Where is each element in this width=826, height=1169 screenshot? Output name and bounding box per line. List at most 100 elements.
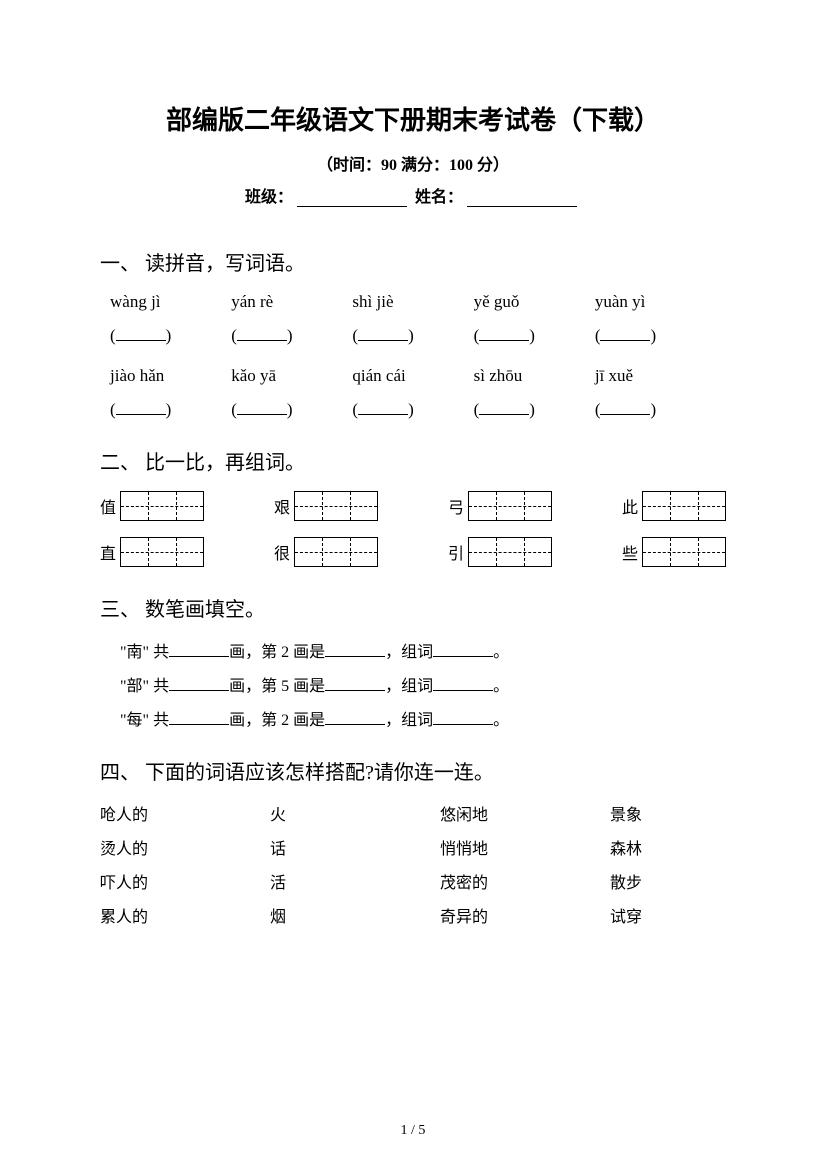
stroke-blank[interactable] bbox=[169, 676, 229, 691]
stroke-blank[interactable] bbox=[169, 710, 229, 725]
match-item: 火 bbox=[270, 801, 440, 825]
match-item: 茂密的 bbox=[440, 869, 610, 893]
char-cell: 此 bbox=[622, 491, 726, 521]
answer-blank[interactable]: () bbox=[595, 326, 716, 346]
stroke-text: 画，第 5 画是 bbox=[229, 678, 325, 695]
match-item: 奇异的 bbox=[440, 903, 610, 927]
char-cell: 直 bbox=[100, 537, 204, 567]
stroke-text: 画，第 2 画是 bbox=[229, 644, 325, 661]
section1-heading: 一、 读拼音，写词语。 bbox=[100, 247, 726, 276]
pinyin-row-1: wàng jì yán rè shì jiè yě guǒ yuàn yì bbox=[110, 292, 716, 312]
char-cell: 很 bbox=[274, 537, 378, 567]
match-item: 呛人的 bbox=[100, 801, 270, 825]
page: 部编版二年级语文下册期末考试卷（下载） （时间：90 满分：100 分） 班级：… bbox=[0, 0, 826, 1169]
stroke-blank[interactable] bbox=[325, 676, 385, 691]
stroke-blank[interactable] bbox=[433, 676, 493, 691]
answer-blank[interactable]: () bbox=[110, 326, 231, 346]
write-box[interactable] bbox=[294, 491, 378, 521]
pinyin-row-2: jiào hǎn kǎo yā qián cái sì zhōu jī xuě bbox=[110, 366, 716, 386]
char-label: 很 bbox=[274, 540, 290, 564]
char-label: 些 bbox=[622, 540, 638, 564]
pinyin-item: sì zhōu bbox=[474, 366, 595, 386]
pinyin-item: yě guǒ bbox=[474, 292, 595, 312]
match-item: 试穿 bbox=[610, 903, 726, 927]
match-item: 吓人的 bbox=[100, 869, 270, 893]
match-item: 悄悄地 bbox=[440, 835, 610, 859]
pinyin-item: yán rè bbox=[231, 292, 352, 312]
char-label: 直 bbox=[100, 540, 116, 564]
stroke-char: 南 bbox=[127, 644, 143, 661]
stroke-line: "部" 共画，第 5 画是，组词。 bbox=[120, 672, 726, 696]
pinyin-item: wàng jì bbox=[110, 292, 231, 312]
pinyin-item: yuàn yì bbox=[595, 292, 716, 312]
write-box[interactable] bbox=[468, 537, 552, 567]
section3-heading: 三、 数笔画填空。 bbox=[100, 593, 726, 622]
stroke-blank[interactable] bbox=[325, 642, 385, 657]
stroke-char: 每 bbox=[127, 712, 143, 729]
page-number: 1 / 5 bbox=[0, 1123, 826, 1139]
char-label: 值 bbox=[100, 494, 116, 518]
answer-blank[interactable]: () bbox=[231, 400, 352, 420]
char-cell: 值 bbox=[100, 491, 204, 521]
stroke-text: 画，第 2 画是 bbox=[229, 712, 325, 729]
match-item: 话 bbox=[270, 835, 440, 859]
stroke-blank[interactable] bbox=[169, 642, 229, 657]
write-box[interactable] bbox=[120, 491, 204, 521]
stroke-char: 部 bbox=[127, 678, 143, 695]
answer-blank[interactable]: () bbox=[474, 400, 595, 420]
write-box[interactable] bbox=[642, 537, 726, 567]
char-cell: 引 bbox=[448, 537, 552, 567]
stroke-line: "南" 共画，第 2 画是，组词。 bbox=[120, 638, 726, 662]
match-item: 悠闲地 bbox=[440, 801, 610, 825]
write-box[interactable] bbox=[642, 491, 726, 521]
answer-blank[interactable]: () bbox=[352, 326, 473, 346]
match-row: 烫人的 话 悄悄地 森林 bbox=[100, 835, 726, 859]
name-line: 班级： 姓名： bbox=[100, 183, 726, 207]
stroke-tail: ，组词 bbox=[385, 712, 433, 729]
pinyin-item: shì jiè bbox=[352, 292, 473, 312]
match-item: 活 bbox=[270, 869, 440, 893]
paren-row-2: () () () () () bbox=[110, 400, 716, 420]
name-label: 姓名： bbox=[415, 189, 463, 206]
page-title: 部编版二年级语文下册期末考试卷（下载） bbox=[100, 100, 726, 137]
answer-blank[interactable]: () bbox=[595, 400, 716, 420]
stroke-tail: ，组词 bbox=[385, 644, 433, 661]
class-blank[interactable] bbox=[297, 190, 407, 207]
write-box[interactable] bbox=[120, 537, 204, 567]
stroke-tail: ，组词 bbox=[385, 678, 433, 695]
char-label: 艰 bbox=[274, 494, 290, 518]
write-box[interactable] bbox=[294, 537, 378, 567]
paren-row-1: () () () () () bbox=[110, 326, 716, 346]
char-row-2: 直 很 引 些 bbox=[100, 537, 726, 567]
match-item: 烟 bbox=[270, 903, 440, 927]
name-blank[interactable] bbox=[467, 190, 577, 207]
char-row-1: 值 艰 弓 此 bbox=[100, 491, 726, 521]
stroke-blank[interactable] bbox=[433, 710, 493, 725]
stroke-blank[interactable] bbox=[325, 710, 385, 725]
char-cell: 弓 bbox=[448, 491, 552, 521]
char-cell: 艰 bbox=[274, 491, 378, 521]
char-label: 弓 bbox=[448, 494, 464, 518]
answer-blank[interactable]: () bbox=[474, 326, 595, 346]
char-label: 此 bbox=[622, 494, 638, 518]
match-row: 累人的 烟 奇异的 试穿 bbox=[100, 903, 726, 927]
section4-heading: 四、 下面的词语应该怎样搭配?请你连一连。 bbox=[100, 756, 726, 785]
stroke-blank[interactable] bbox=[433, 642, 493, 657]
pinyin-item: qián cái bbox=[352, 366, 473, 386]
match-row: 呛人的 火 悠闲地 景象 bbox=[100, 801, 726, 825]
pinyin-item: jiào hǎn bbox=[110, 366, 231, 386]
match-row: 吓人的 活 茂密的 散步 bbox=[100, 869, 726, 893]
page-subtitle: （时间：90 满分：100 分） bbox=[100, 151, 726, 175]
match-item: 景象 bbox=[610, 801, 726, 825]
section2-heading: 二、 比一比，再组词。 bbox=[100, 446, 726, 475]
write-box[interactable] bbox=[468, 491, 552, 521]
answer-blank[interactable]: () bbox=[352, 400, 473, 420]
pinyin-item: jī xuě bbox=[595, 366, 716, 386]
answer-blank[interactable]: () bbox=[110, 400, 231, 420]
match-item: 森林 bbox=[610, 835, 726, 859]
match-item: 烫人的 bbox=[100, 835, 270, 859]
match-item: 累人的 bbox=[100, 903, 270, 927]
class-label: 班级： bbox=[245, 189, 293, 206]
answer-blank[interactable]: () bbox=[231, 326, 352, 346]
pinyin-item: kǎo yā bbox=[231, 366, 352, 386]
